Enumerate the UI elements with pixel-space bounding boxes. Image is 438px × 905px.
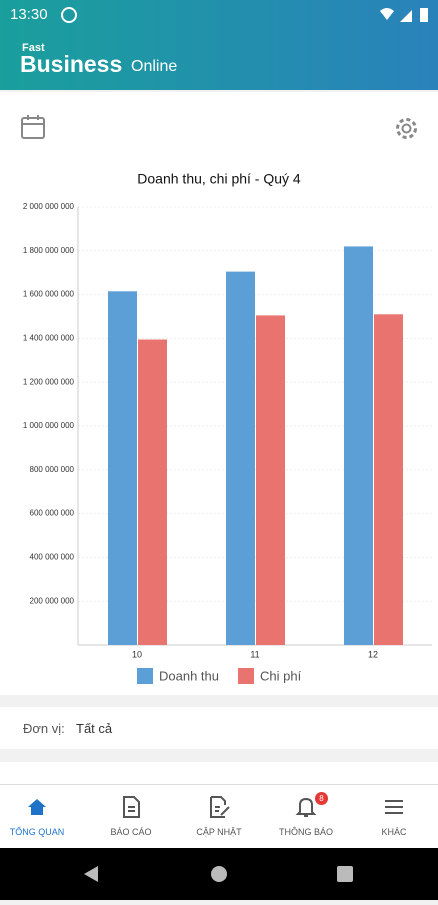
nav-item[interactable]: CẬP NHẬT (175, 785, 263, 849)
y-tick-label: 200 000 000 (30, 596, 75, 605)
settings-icon[interactable] (393, 115, 420, 142)
legend-swatch (238, 668, 254, 684)
y-tick-label: 1 000 000 000 (23, 421, 75, 430)
y-tick-label: 600 000 000 (30, 509, 75, 518)
calendar-icon[interactable] (20, 114, 46, 140)
y-tick-label: 1 200 000 000 (23, 377, 75, 386)
bottom-nav: TỔNG QUAN BÁO CÁO CẬP NHẬT THÔNG BÁO 8 KHÁC (0, 784, 438, 849)
bar (108, 291, 137, 645)
y-tick-label: 400 000 000 (30, 553, 75, 562)
filter-label: Đơn vị: (23, 721, 65, 736)
nav-item[interactable]: BÁO CÁO (87, 785, 175, 849)
nav-icon (210, 796, 230, 818)
legend-label: Chi phí (260, 668, 302, 683)
bar (226, 271, 255, 645)
nav-label: TỔNG QUAN (9, 827, 65, 837)
nav-icon (385, 800, 403, 814)
status-icons (380, 8, 428, 22)
x-tick-label: 10 (132, 649, 142, 659)
filter-row[interactable]: Đơn vị: Tất cả (0, 707, 438, 749)
notification-badge: 8 (315, 792, 328, 805)
y-tick-label: 800 000 000 (30, 465, 75, 474)
chart: Doanh thu, chi phí - Quý 4 200 000 000 40… (23, 171, 432, 684)
app-header: 13:30 Fast Business Online (0, 0, 438, 90)
bar (256, 315, 285, 645)
bar (344, 246, 373, 646)
x-tick-label: 12 (368, 649, 378, 659)
chart-title: Doanh thu, chi phí - Quý 4 (137, 171, 301, 187)
status-icon (61, 7, 77, 23)
system-buttons (84, 866, 353, 882)
filter-value: Tất cả (76, 721, 113, 736)
logo-suffix: Online (131, 58, 178, 75)
nav-icon (123, 796, 140, 818)
nav-icon (28, 799, 46, 815)
nav-label: THÔNG BÁO (278, 827, 333, 837)
x-tick-label: 11 (250, 649, 259, 659)
status-time: 13:30 (10, 6, 48, 23)
logo-main: Business (20, 51, 123, 77)
y-tick-label: 2 000 000 000 (23, 202, 75, 211)
y-tick-label: 1 400 000 000 (23, 334, 75, 343)
nav-item[interactable]: THÔNG BÁO 8 (262, 785, 350, 849)
y-tick-label: 1 600 000 000 (23, 290, 75, 299)
nav-item[interactable]: TỔNG QUAN (0, 785, 81, 849)
logo-small: Fast (22, 42, 45, 54)
system-nav (0, 848, 438, 900)
nav-label: KHÁC (381, 827, 407, 837)
legend-swatch (137, 668, 153, 684)
legend-label: Doanh thu (159, 668, 219, 683)
nav-label: BÁO CÁO (110, 827, 152, 837)
y-tick-label: 1 800 000 000 (23, 246, 75, 255)
bar (138, 339, 167, 645)
nav-label: CẬP NHẬT (196, 827, 242, 837)
nav-item[interactable]: KHÁC (350, 785, 438, 849)
nav-icon (295, 797, 317, 817)
bar (374, 314, 403, 645)
